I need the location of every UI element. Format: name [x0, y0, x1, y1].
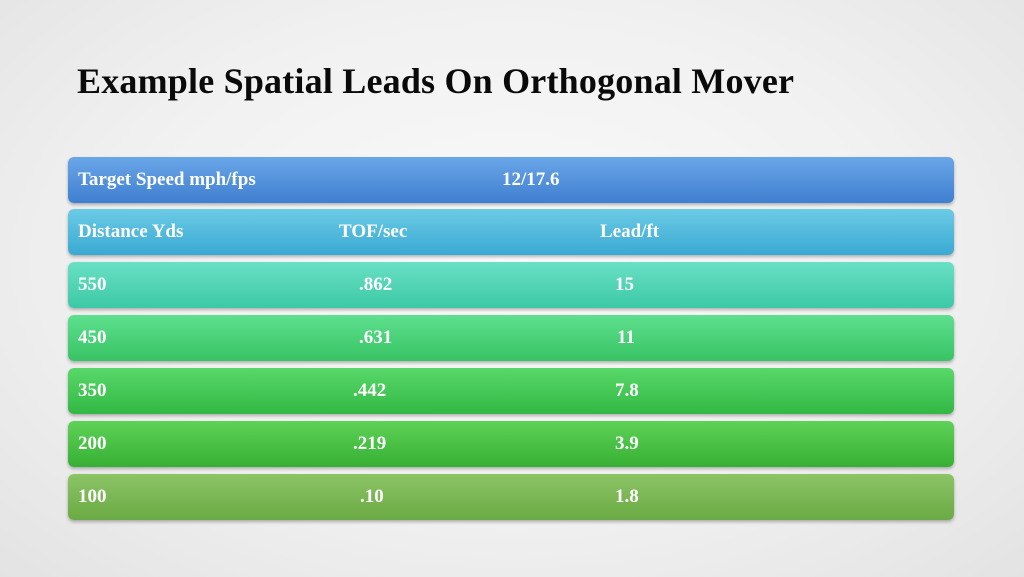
distance-cell: 550 — [78, 274, 107, 295]
table-row: 450 .631 11 — [68, 315, 954, 361]
tof-cell: .10 — [360, 486, 384, 507]
tof-cell: .631 — [359, 327, 393, 348]
header-tof: TOF/sec — [339, 221, 408, 242]
tof-cell: .442 — [353, 380, 387, 401]
distance-cell: 350 — [78, 380, 107, 401]
table-row: 100 .10 1.8 — [68, 474, 954, 520]
slide-title: Example Spatial Leads On Orthogonal Move… — [77, 61, 795, 101]
distance-cell: 200 — [78, 433, 107, 454]
table-row: 550 .862 15 — [68, 262, 954, 308]
table-row: 350 .442 7.8 — [68, 368, 954, 414]
target-speed-label: Target Speed mph/fps — [78, 169, 256, 190]
tof-cell: .219 — [353, 433, 387, 454]
target-speed-row: Target Speed mph/fps 12/17.6 — [68, 157, 954, 203]
lead-cell: 15 — [615, 274, 634, 295]
lead-cell: 3.9 — [615, 433, 639, 454]
table-row: 200 .219 3.9 — [68, 421, 954, 467]
header-distance: Distance Yds — [78, 221, 184, 242]
distance-cell: 100 — [78, 486, 107, 507]
tof-cell: .862 — [359, 274, 393, 295]
distance-cell: 450 — [78, 327, 107, 348]
lead-cell: 11 — [617, 327, 635, 348]
lead-cell: 1.8 — [615, 486, 639, 507]
target-speed-value: 12/17.6 — [502, 169, 560, 190]
header-lead: Lead/ft — [600, 221, 660, 242]
table-header-row: Distance Yds TOF/sec Lead/ft — [68, 209, 954, 255]
lead-cell: 7.8 — [615, 380, 639, 401]
